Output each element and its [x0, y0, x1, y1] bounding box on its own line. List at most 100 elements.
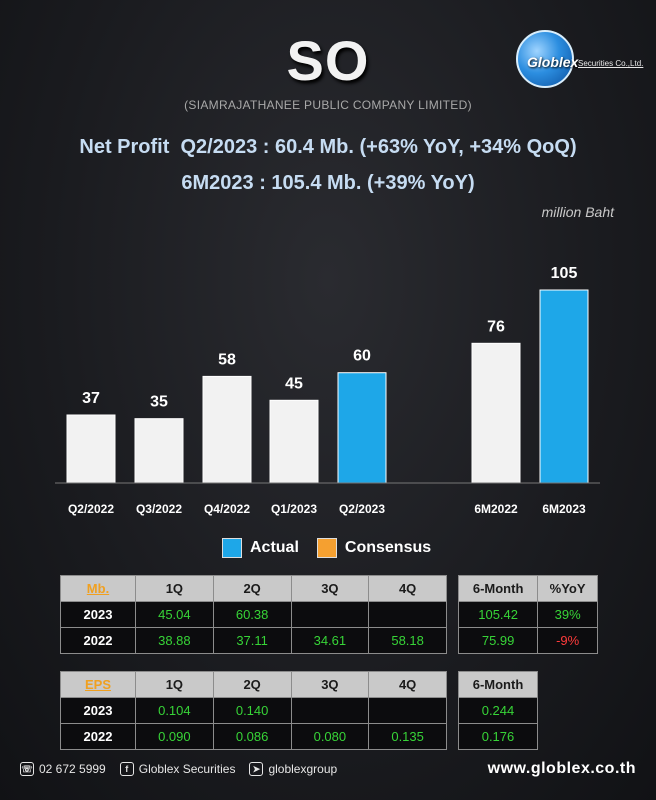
table-cell: 0.090	[135, 723, 214, 750]
table-cell	[368, 697, 447, 724]
table-row: 2022 38.88 37.11 34.61 58.18	[60, 627, 447, 654]
table-cell: 0.176	[458, 723, 538, 750]
headline-six-month: 6M2023 : 105.4 Mb. (+39% YoY)	[181, 172, 475, 194]
eps-six-month-table: 6-Month 0.244 0.176	[458, 671, 538, 750]
x-tick-label: Q3/2022	[136, 502, 182, 516]
footer-telegram[interactable]: ➤ globlexgroup	[249, 762, 337, 776]
table-cell	[290, 697, 370, 724]
telegram-icon: ➤	[249, 762, 264, 776]
bar-6M2022	[471, 342, 521, 484]
table-cell: 0.135	[368, 723, 447, 750]
company-name: (SIAMRAJATHANEE PUBLIC COMPANY LIMITED)	[184, 98, 472, 112]
table-row: 0.244	[458, 697, 538, 724]
table-row: 75.99 -9%	[457, 627, 598, 654]
footer-facebook[interactable]: f Globlex Securities	[119, 762, 236, 776]
ticker-title: SO	[286, 29, 370, 92]
telegram-name: globlexgroup	[268, 762, 338, 776]
table-header-2q: 2Q	[212, 575, 292, 602]
table-corner-mb: Mb.	[60, 575, 136, 602]
table-row: 2022 0.090 0.086 0.080 0.135	[60, 723, 447, 750]
x-tick-label: 6M2023	[542, 502, 586, 516]
table-row: 0.176	[458, 723, 538, 750]
table-header-4q: 4Q	[368, 575, 447, 602]
table-cell: 0.086	[212, 723, 292, 750]
table-header-3q: 3Q	[290, 671, 370, 698]
bar-Q3-2022	[134, 418, 184, 484]
table-header-1q: 1Q	[135, 575, 214, 602]
table-header-row: 6-Month	[458, 671, 538, 698]
table-cell: 75.99	[457, 627, 539, 654]
logo-subtext: Securities Co.,Ltd.	[578, 59, 644, 68]
table-row: 105.42 39%	[457, 601, 598, 628]
website-link[interactable]: www.globlex.co.th	[487, 760, 636, 777]
table-header-4q: 4Q	[368, 671, 447, 698]
legend-actual-label: Actual	[250, 539, 299, 556]
legend-consensus: Consensus	[316, 538, 432, 558]
headline-quarter: Net Profit Q2/2023 : 60.4 Mb. (+63% YoY,…	[79, 136, 577, 158]
row-year: 2023	[60, 697, 136, 724]
table-header-yoy: %YoY	[537, 575, 598, 602]
table-header-row: 6-Month %YoY	[457, 575, 598, 602]
table-header-row: EPS 1Q 2Q 3Q 4Q	[60, 671, 447, 698]
row-year: 2022	[60, 723, 136, 750]
net-profit-bar-chart: 37 Q2/2022 35 Q3/2022 58 Q4/2022 45 Q1/2023 60 Q2…	[55, 265, 600, 516]
legend-actual-swatch	[222, 538, 242, 558]
x-tick-label: Q4/2022	[204, 502, 250, 516]
table-header-2q: 2Q	[212, 671, 292, 698]
table-row: 2023 0.104 0.140	[60, 697, 447, 724]
table-header-3q: 3Q	[290, 575, 370, 602]
table-cell: 38.88	[135, 627, 214, 654]
table-cell: 0.080	[290, 723, 370, 750]
bar-Q1-2023	[269, 399, 319, 484]
table-cell: 34.61	[290, 627, 370, 654]
table-corner-eps: EPS	[60, 671, 136, 698]
table-cell: 0.104	[135, 697, 214, 724]
logo-text: Globlex	[527, 54, 579, 70]
x-tick-label: Q1/2023	[271, 502, 317, 516]
bar-Q4-2022	[202, 375, 252, 484]
phone-icon: ☏	[20, 762, 34, 776]
table-cell: 39%	[537, 601, 598, 628]
phone-number: 02 672 5999	[39, 762, 106, 776]
table-cell: 0.140	[212, 697, 292, 724]
table-cell	[290, 601, 370, 628]
table-header-row: Mb. 1Q 2Q 3Q 4Q	[60, 575, 447, 602]
footer-contacts: ☏ 02 672 5999 f Globlex Securities ➤ glo…	[20, 762, 351, 776]
legend-actual: Actual	[222, 538, 299, 558]
x-tick-label: Q2/2023	[339, 502, 385, 516]
table-cell: 105.42	[457, 601, 539, 628]
data-label: 76	[487, 318, 505, 335]
row-year: 2022	[60, 627, 136, 654]
data-label: 105	[551, 265, 578, 282]
table-cell: 58.18	[368, 627, 447, 654]
facebook-name: Globlex Securities	[138, 762, 236, 776]
eps-quarter-table: EPS 1Q 2Q 3Q 4Q 2023 0.104 0.140 2022 0.…	[60, 671, 447, 750]
table-row: 2023 45.04 60.38	[60, 601, 447, 628]
table-header-6month: 6-Month	[458, 671, 538, 698]
footer-phone[interactable]: ☏ 02 672 5999	[20, 762, 106, 776]
bar-Q2-2023	[337, 372, 387, 484]
unit-label: million Baht	[541, 204, 614, 220]
data-label: 37	[82, 390, 100, 407]
table-cell: -9%	[537, 627, 598, 654]
table-header-1q: 1Q	[135, 671, 214, 698]
chart-legend: Actual Consensus	[222, 538, 449, 558]
facebook-icon: f	[119, 762, 134, 776]
legend-consensus-swatch	[316, 538, 337, 558]
data-label: 60	[353, 348, 371, 365]
profit-quarter-table: Mb. 1Q 2Q 3Q 4Q 2023 45.04 60.38 2022 38…	[60, 575, 447, 654]
table-cell: 37.11	[212, 627, 292, 654]
x-tick-label: Q2/2022	[68, 502, 114, 516]
table-cell: 60.38	[212, 601, 292, 628]
data-label: 45	[285, 375, 303, 392]
legend-consensus-label: Consensus	[344, 539, 432, 556]
data-label: 58	[218, 351, 236, 368]
x-tick-label: 6M2022	[474, 502, 518, 516]
table-cell: 45.04	[135, 601, 214, 628]
bar-Q2-2022	[66, 414, 116, 484]
globlex-logo-icon	[516, 30, 574, 88]
table-header-6month: 6-Month	[457, 575, 539, 602]
bar-6M2023	[539, 289, 589, 484]
data-label: 35	[150, 394, 168, 411]
profit-six-month-table: 6-Month %YoY 105.42 39% 75.99 -9%	[457, 575, 598, 654]
